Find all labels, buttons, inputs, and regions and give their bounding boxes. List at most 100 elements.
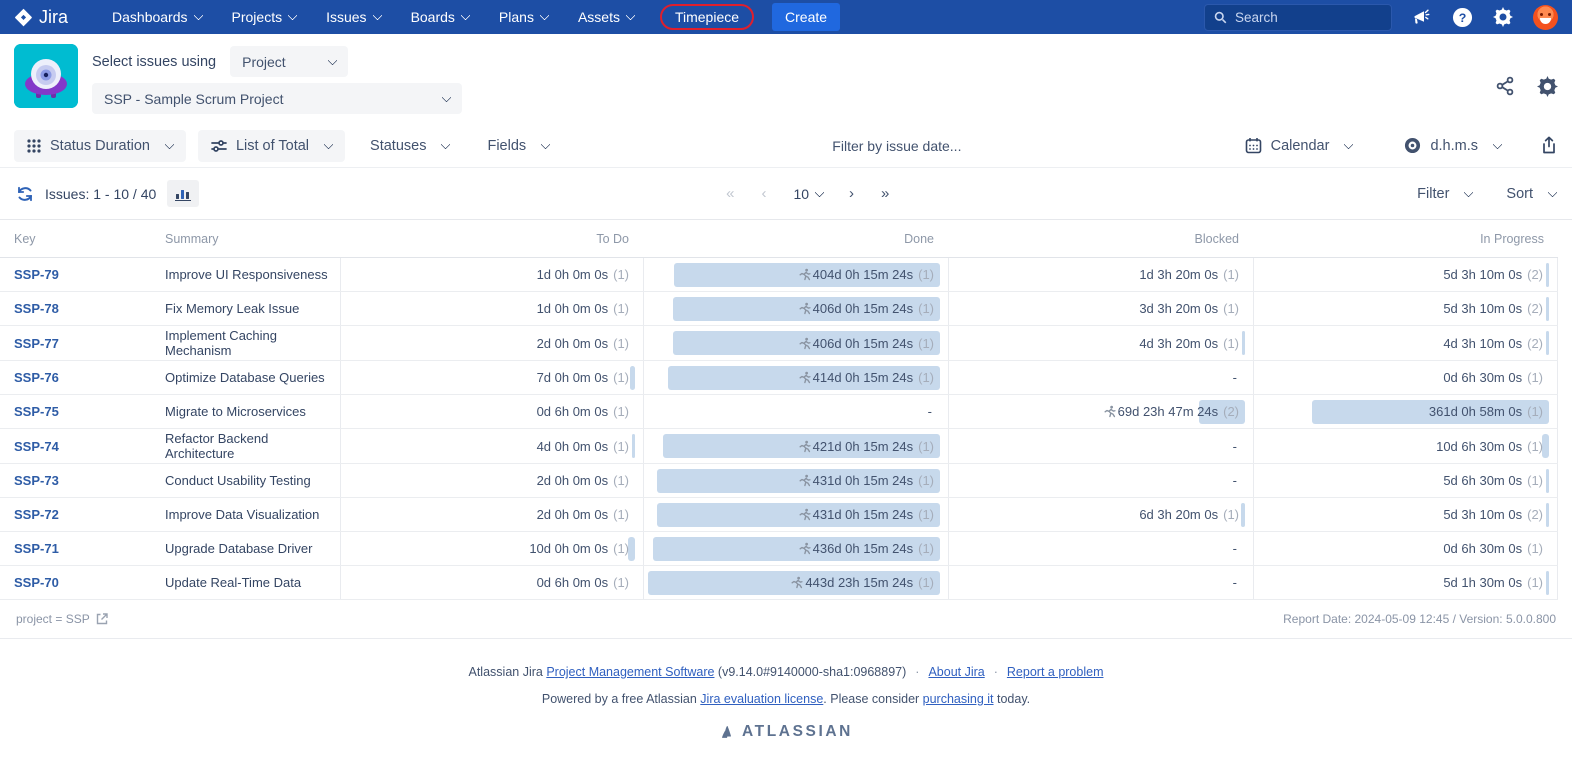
chevron-down-icon xyxy=(324,139,334,149)
inprogress-duration-cell[interactable]: 10d 6h 30m 0s(1) xyxy=(1253,429,1558,463)
inprogress-duration-cell[interactable]: 0d 6h 30m 0s(1) xyxy=(1253,532,1558,565)
nav-item-assets[interactable]: Assets xyxy=(578,9,634,25)
issue-key-link[interactable]: SSP-73 xyxy=(14,473,59,488)
nav-item-timepiece[interactable]: Timepiece xyxy=(660,4,754,30)
fields-select[interactable]: Fields xyxy=(474,130,562,162)
empty-duration: - xyxy=(1233,473,1253,488)
announcements-icon[interactable] xyxy=(1412,8,1432,26)
issue-key-link[interactable]: SSP-75 xyxy=(14,404,59,419)
blocked-duration-cell[interactable]: 6d 3h 20m 0s(1) xyxy=(948,498,1253,531)
done-duration-cell[interactable]: 431d 0h 15m 24s(1) xyxy=(643,498,948,531)
chart-view-icon[interactable] xyxy=(167,180,199,207)
refresh-icon[interactable] xyxy=(16,185,34,203)
inprogress-duration-cell[interactable]: 5d 6h 30m 0s(1) xyxy=(1253,464,1558,497)
todo-duration-cell[interactable]: 0d 6h 0m 0s(1) xyxy=(340,395,643,428)
done-duration-cell[interactable]: 406d 0h 15m 24s(1) xyxy=(643,292,948,325)
issue-key-link[interactable]: SSP-74 xyxy=(14,439,59,454)
footer-link[interactable]: purchasing it xyxy=(923,692,994,706)
blocked-duration-cell[interactable]: 3d 3h 20m 0s(1) xyxy=(948,292,1253,325)
key-cell: SSP-71 xyxy=(0,541,165,556)
issue-key-link[interactable]: SSP-72 xyxy=(14,507,59,522)
issue-key-link[interactable]: SSP-79 xyxy=(14,267,59,282)
nav-item-issues[interactable]: Issues xyxy=(326,9,380,25)
done-duration-cell[interactable]: 436d 0h 15m 24s(1) xyxy=(643,532,948,565)
nav-item-boards[interactable]: Boards xyxy=(411,9,469,25)
done-duration-cell[interactable]: 406d 0h 15m 24s(1) xyxy=(643,326,948,360)
footer-link[interactable]: Jira evaluation license xyxy=(700,692,823,706)
issue-key-link[interactable]: SSP-76 xyxy=(14,370,59,385)
filter-menu[interactable]: Filter xyxy=(1417,178,1472,210)
list-mode-select[interactable]: List of Total xyxy=(198,130,345,162)
blocked-duration-cell[interactable]: - xyxy=(948,464,1253,497)
inprogress-duration-cell[interactable]: 4d 3h 10m 0s(2) xyxy=(1253,326,1558,360)
todo-duration-cell[interactable]: 7d 0h 0m 0s(1) xyxy=(340,361,643,394)
duration-text: 421d 0h 15m 24s(1) xyxy=(798,439,948,454)
report-type-select[interactable]: Status Duration xyxy=(14,130,186,162)
todo-duration-cell[interactable]: 2d 0h 0m 0s(1) xyxy=(340,326,643,360)
done-duration-cell[interactable]: - xyxy=(643,395,948,428)
blocked-duration-cell[interactable]: - xyxy=(948,566,1253,599)
report-settings-gear-icon[interactable] xyxy=(1537,76,1558,97)
issue-key-link[interactable]: SSP-70 xyxy=(14,575,59,590)
duration-format-select[interactable]: d.h.m.s xyxy=(1391,130,1514,162)
todo-duration-cell[interactable]: 1d 0h 0m 0s(1) xyxy=(340,258,643,291)
inprogress-duration-cell[interactable]: 361d 0h 58m 0s(1) xyxy=(1253,395,1558,428)
footer-link[interactable]: Project Management Software xyxy=(546,665,714,679)
blocked-duration-cell[interactable]: - xyxy=(948,429,1253,463)
help-icon[interactable]: ? xyxy=(1452,7,1473,28)
issue-key-link[interactable]: SSP-77 xyxy=(14,336,59,351)
blocked-duration-cell[interactable]: - xyxy=(948,361,1253,394)
blocked-duration-cell[interactable]: - xyxy=(948,532,1253,565)
nav-item-dashboards[interactable]: Dashboards xyxy=(112,9,202,25)
jira-logo[interactable]: Jira xyxy=(14,7,68,28)
empty-duration: - xyxy=(928,404,948,419)
blocked-duration-cell[interactable]: 69d 23h 47m 24s(2) xyxy=(948,395,1253,428)
issue-date-filter-input[interactable]: Filter by issue date... xyxy=(562,138,1231,154)
first-page-button[interactable]: « xyxy=(726,185,735,202)
page-size-select[interactable]: 10 xyxy=(793,186,823,202)
prev-page-button[interactable]: ‹ xyxy=(761,185,767,202)
statuses-select[interactable]: Statuses xyxy=(357,130,462,162)
footer-link[interactable]: Report a problem xyxy=(1007,665,1104,679)
done-duration-cell[interactable]: 414d 0h 15m 24s(1) xyxy=(643,361,948,394)
done-duration-cell[interactable]: 404d 0h 15m 24s(1) xyxy=(643,258,948,291)
todo-duration-cell[interactable]: 2d 0h 0m 0s(1) xyxy=(340,464,643,497)
external-link-icon[interactable] xyxy=(96,613,108,625)
footer-text: Powered by a free Atlassian xyxy=(542,692,700,706)
issue-key-link[interactable]: SSP-71 xyxy=(14,541,59,556)
next-page-button[interactable]: › xyxy=(849,185,855,202)
search-input[interactable]: Search xyxy=(1204,4,1392,31)
blocked-duration-cell[interactable]: 1d 3h 20m 0s(1) xyxy=(948,258,1253,291)
user-avatar[interactable] xyxy=(1533,5,1558,30)
create-button[interactable]: Create xyxy=(772,3,840,31)
nav-item-projects[interactable]: Projects xyxy=(232,9,297,25)
settings-gear-icon[interactable] xyxy=(1493,7,1513,27)
todo-duration-cell[interactable]: 0d 6h 0m 0s(1) xyxy=(340,566,643,599)
done-duration-cell[interactable]: 421d 0h 15m 24s(1) xyxy=(643,429,948,463)
inprogress-duration-cell[interactable]: 5d 1h 30m 0s(1) xyxy=(1253,566,1558,599)
chevron-down-icon xyxy=(1344,139,1354,149)
export-icon[interactable] xyxy=(1540,136,1558,155)
inprogress-duration-cell[interactable]: 5d 3h 10m 0s(2) xyxy=(1253,258,1558,291)
inprogress-duration-cell[interactable]: 0d 6h 30m 0s(1) xyxy=(1253,361,1558,394)
inprogress-duration-cell[interactable]: 5d 3h 10m 0s(2) xyxy=(1253,292,1558,325)
todo-duration-cell[interactable]: 10d 0h 0m 0s(1) xyxy=(340,532,643,565)
blocked-duration-cell[interactable]: 4d 3h 20m 0s(1) xyxy=(948,326,1253,360)
issue-source-mode-select[interactable]: Project xyxy=(230,46,348,77)
todo-duration-cell[interactable]: 4d 0h 0m 0s(1) xyxy=(340,429,643,463)
share-icon[interactable] xyxy=(1495,76,1515,96)
last-page-button[interactable]: » xyxy=(881,185,890,202)
footer-link[interactable]: About Jira xyxy=(928,665,984,679)
duration-text: 10d 0h 0m 0s(1) xyxy=(529,541,643,556)
todo-duration-cell[interactable]: 2d 0h 0m 0s(1) xyxy=(340,498,643,531)
todo-duration-cell[interactable]: 1d 0h 0m 0s(1) xyxy=(340,292,643,325)
calendar-select[interactable]: Calendar xyxy=(1232,130,1366,162)
project-select[interactable]: SSP - Sample Scrum Project xyxy=(92,83,462,114)
done-duration-cell[interactable]: 443d 23h 15m 24s(1) xyxy=(643,566,948,599)
nav-item-plans[interactable]: Plans xyxy=(499,9,548,25)
done-duration-cell[interactable]: 431d 0h 15m 24s(1) xyxy=(643,464,948,497)
chevron-down-icon xyxy=(1464,187,1474,197)
sort-menu[interactable]: Sort xyxy=(1506,178,1556,210)
issue-key-link[interactable]: SSP-78 xyxy=(14,301,59,316)
inprogress-duration-cell[interactable]: 5d 3h 10m 0s(2) xyxy=(1253,498,1558,531)
